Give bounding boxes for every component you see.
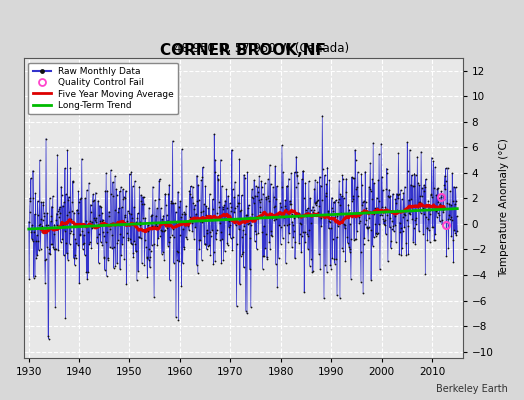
Title: CORNER BROOK,NF: CORNER BROOK,NF	[160, 43, 326, 58]
Legend: Raw Monthly Data, Quality Control Fail, Five Year Moving Average, Long-Term Tren: Raw Monthly Data, Quality Control Fail, …	[28, 62, 178, 114]
Y-axis label: Temperature Anomaly (°C): Temperature Anomaly (°C)	[499, 138, 509, 278]
Text: Berkeley Earth: Berkeley Earth	[436, 384, 508, 394]
Text: 48.950 N, 57.950 W (Canada): 48.950 N, 57.950 W (Canada)	[174, 42, 350, 55]
